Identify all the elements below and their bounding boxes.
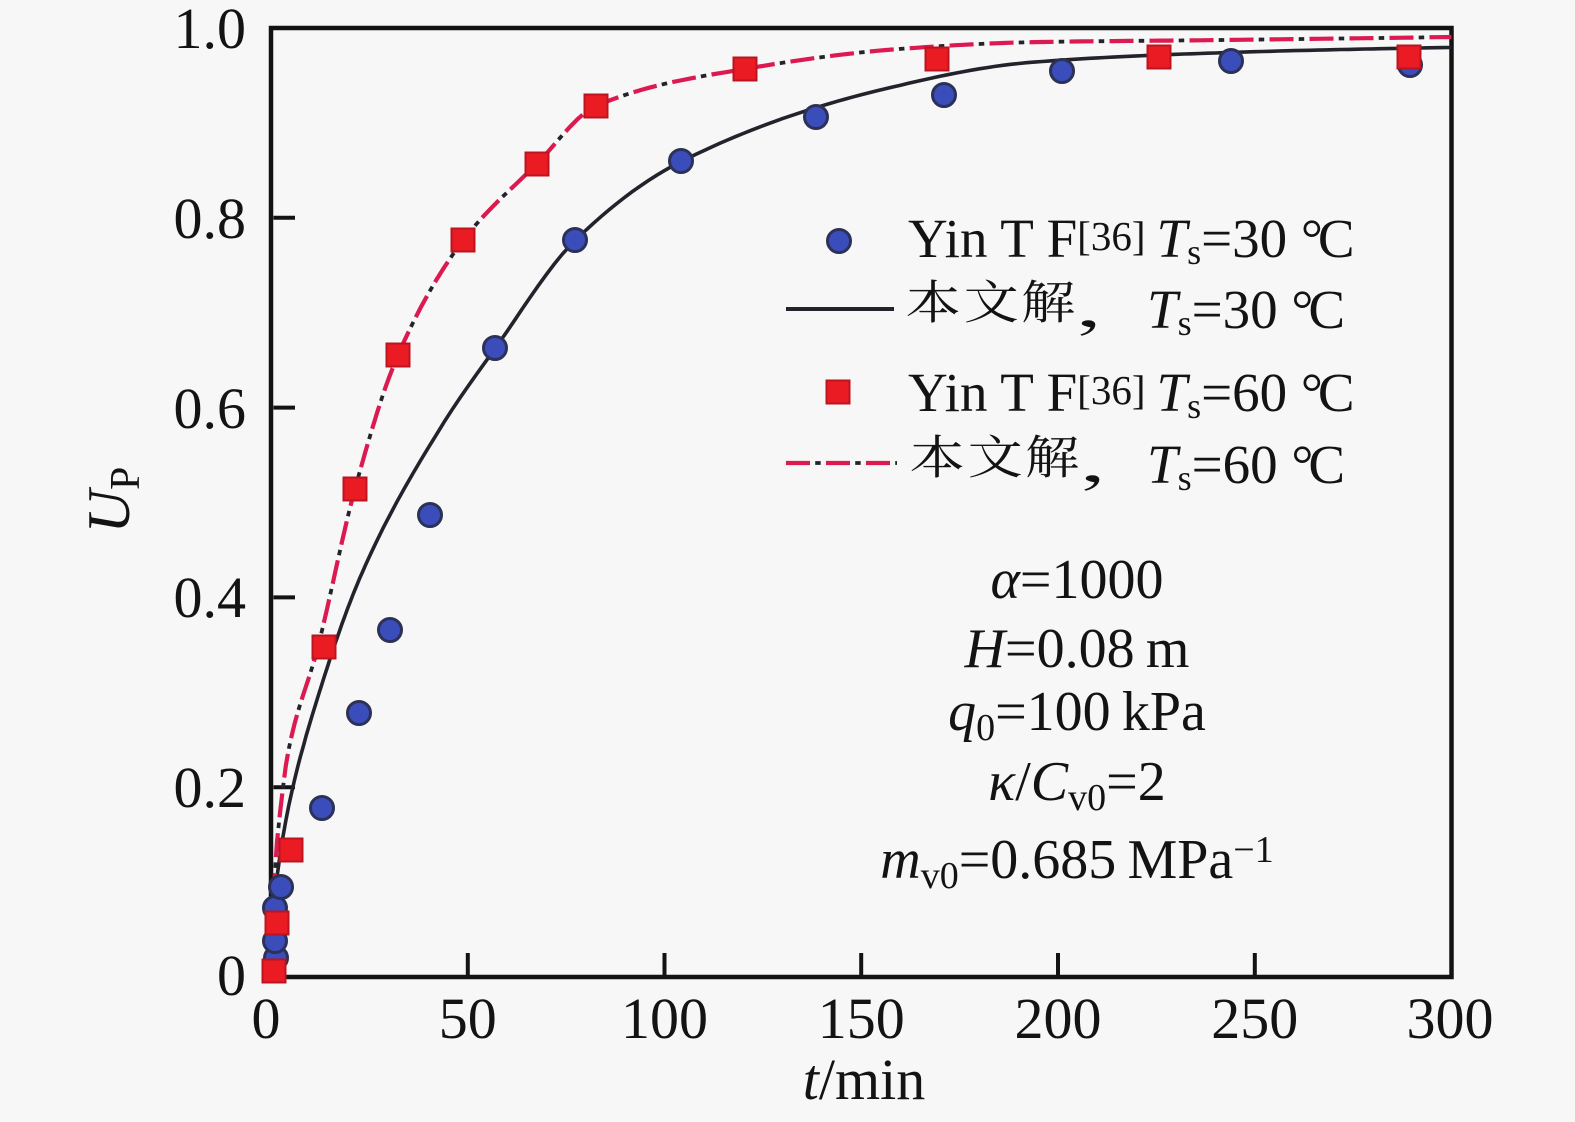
svg-text:250: 250 — [1211, 986, 1298, 1051]
svg-text:Ts=60 °C: Ts=60 °C — [1147, 434, 1345, 498]
svg-text:q0=100 kPa: q0=100 kPa — [948, 681, 1206, 749]
svg-text:0: 0 — [252, 986, 281, 1051]
svg-text:100: 100 — [621, 986, 708, 1051]
svg-text:mv0=0.685 MPa−1: mv0=0.685 MPa−1 — [880, 829, 1273, 897]
svg-text:0.4: 0.4 — [174, 565, 247, 630]
svg-text:300: 300 — [1407, 986, 1494, 1051]
svg-text:Ts=30 °C: Ts=30 °C — [1147, 279, 1345, 343]
svg-text:150: 150 — [818, 986, 905, 1051]
svg-text:α=1000: α=1000 — [991, 549, 1164, 611]
svg-text:200: 200 — [1015, 986, 1102, 1051]
svg-text:H=0.08 m: H=0.08 m — [964, 618, 1190, 680]
svg-text:1.0: 1.0 — [174, 0, 247, 61]
svg-text:0: 0 — [217, 943, 246, 1008]
svg-text:0.2: 0.2 — [174, 755, 247, 820]
svg-text:0.8: 0.8 — [174, 186, 247, 251]
svg-text:UP: UP — [76, 467, 149, 534]
svg-text:50: 50 — [439, 986, 497, 1051]
svg-text:κ/Cv0=2: κ/Cv0=2 — [988, 751, 1165, 819]
svg-text:Yin T F[36] Ts=30 °C: Yin T F[36] Ts=30 °C — [908, 208, 1355, 272]
svg-text:t/min: t/min — [803, 1047, 925, 1112]
svg-text:0.6: 0.6 — [174, 376, 247, 441]
